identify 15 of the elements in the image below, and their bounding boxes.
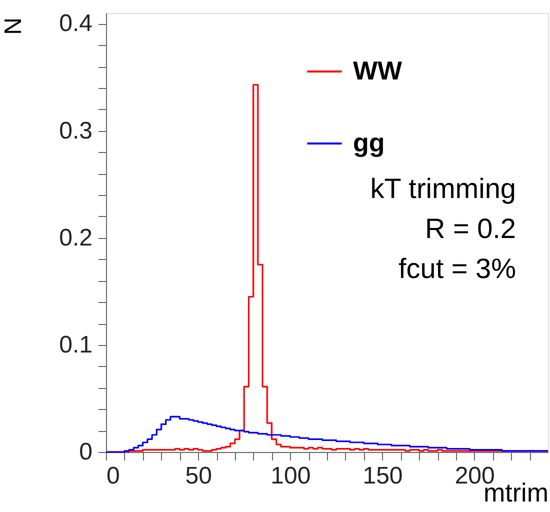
y-tick-label: 0 (79, 438, 92, 466)
annotation: kT trimming (370, 173, 516, 204)
x-tick-label: 150 (362, 462, 403, 490)
y-axis-title: N (0, 18, 26, 35)
annotation: R = 0.2 (424, 213, 516, 244)
annotation: fcut = 3% (398, 253, 516, 284)
x-tick-label: 50 (185, 462, 212, 490)
y-tick-label: 0.3 (59, 117, 92, 144)
y-tick-label: 0.2 (59, 224, 92, 252)
y-tick-label: 0.4 (59, 10, 92, 38)
legend-label: WW (353, 56, 403, 86)
x-tick-label: 100 (270, 462, 311, 490)
y-tick-label: 0.1 (59, 331, 92, 358)
legend-label: gg (353, 128, 385, 158)
x-tick-label: 0 (106, 462, 120, 490)
